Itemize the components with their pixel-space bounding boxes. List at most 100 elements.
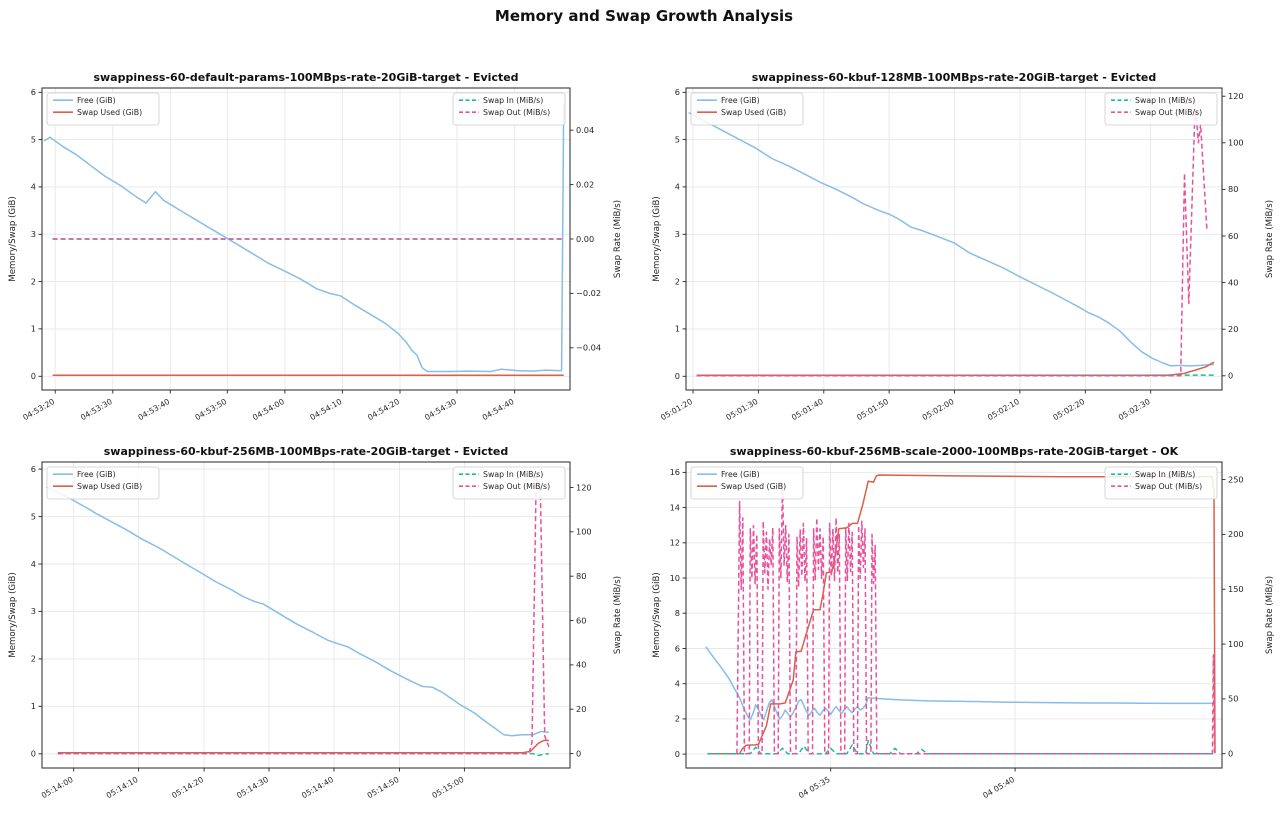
left-tick-label: 0 <box>675 371 680 381</box>
right-tick-label: 120 <box>1228 91 1244 101</box>
left-tick-label: 12 <box>670 538 680 548</box>
right-tick-label: 120 <box>576 482 592 492</box>
x-tick-label: 04 05:35 <box>797 775 832 800</box>
plot-border <box>685 461 1223 769</box>
series-free <box>705 646 1214 721</box>
x-tick-label: 05:02:20 <box>1051 397 1086 422</box>
right-tick-label: 0.02 <box>576 179 594 189</box>
left-tick-label: 2 <box>675 714 680 724</box>
right-tick-label: 0.00 <box>576 234 594 244</box>
left-tick-label: 4 <box>675 182 680 192</box>
left-tick-label: 6 <box>31 87 36 97</box>
right-tick-label: 0 <box>1228 749 1233 759</box>
right-tick-label: 60 <box>1228 231 1238 241</box>
left-axis-label: Memory/Swap (GiB) <box>652 572 662 657</box>
series-free <box>688 111 1215 367</box>
series-swap_out <box>736 483 1216 755</box>
left-tick-label: 8 <box>675 608 680 618</box>
x-tick-label: 04:54:30 <box>423 397 458 422</box>
legend-swap-rate: Swap In (MiB/s) Swap Out (MiB/s) <box>1104 466 1218 500</box>
x-tick-label: 05:14:50 <box>366 775 401 800</box>
legend-box <box>452 92 566 126</box>
legend-memory: Free (GiB) Swap Used (GiB) <box>690 92 804 126</box>
left-axis-label: Memory/Swap (GiB) <box>652 196 662 281</box>
left-tick-label: 1 <box>31 701 36 711</box>
subplot-title: swappiness-60-kbuf-128MB-100MBps-rate-20… <box>752 71 1156 84</box>
left-tick-label: 5 <box>31 134 36 144</box>
x-tick-label: 04:53:30 <box>79 397 114 422</box>
right-tick-label: −0.04 <box>576 343 601 353</box>
legend-label: Swap Used (GiB) <box>721 108 786 117</box>
legend-label: Swap Used (GiB) <box>77 108 142 117</box>
left-tick-label: 10 <box>670 573 680 583</box>
series-swap_out <box>696 102 1208 377</box>
right-tick-label: 20 <box>1228 324 1238 334</box>
left-tick-label: 0 <box>31 371 36 381</box>
legend-label: Swap In (MiB/s) <box>483 96 543 105</box>
x-tick-label: 05:15:00 <box>431 775 466 800</box>
legend-label: Free (GiB) <box>77 470 116 479</box>
plot-border <box>685 87 1223 391</box>
left-tick-label: 14 <box>670 502 680 512</box>
x-tick-label: 05:01:40 <box>790 397 825 422</box>
legend-label: Swap In (MiB/s) <box>1135 470 1195 479</box>
series-swap_used <box>696 361 1215 377</box>
left-tick-label: 2 <box>31 654 36 664</box>
legend-label: Swap Out (MiB/s) <box>1135 482 1202 491</box>
right-tick-label: 80 <box>1228 184 1238 194</box>
left-tick-label: 0 <box>31 749 36 759</box>
right-tick-label: 0 <box>1228 371 1233 381</box>
left-tick-label: 6 <box>31 464 36 474</box>
right-tick-label: 150 <box>1228 584 1244 594</box>
right-axis-label: Swap Rate (MiB/s) <box>613 576 623 654</box>
figure-title: Memory and Swap Growth Analysis <box>494 7 794 25</box>
x-tick-label: 05:01:50 <box>855 397 890 422</box>
right-tick-label: 100 <box>576 527 592 537</box>
left-tick-label: 2 <box>675 276 680 286</box>
right-tick-label: 0.04 <box>576 125 594 135</box>
plot-border <box>41 461 571 769</box>
legend-box <box>1104 466 1218 500</box>
legend-box <box>46 466 160 500</box>
x-tick-label: 05:14:20 <box>170 775 205 800</box>
left-tick-label: 3 <box>31 229 36 239</box>
legend-label: Swap In (MiB/s) <box>1135 96 1195 105</box>
legend-swap-rate: Swap In (MiB/s) Swap Out (MiB/s) <box>1104 92 1218 126</box>
legend-label: Free (GiB) <box>77 96 116 105</box>
left-tick-label: 3 <box>31 606 36 616</box>
subplot-1: 0 1 2 3 4 5 6 0.04 0.02 0.00 −0.02 −0.04 04:53:20 04:… <box>8 71 623 422</box>
left-tick-label: 1 <box>31 324 36 334</box>
legend-memory: Free (GiB) Swap Used (GiB) <box>46 466 160 500</box>
legend-box <box>690 92 804 126</box>
x-tick-label: 05:14:40 <box>300 775 335 800</box>
x-tick-label: 04:53:40 <box>136 397 171 422</box>
left-tick-label: 6 <box>675 643 680 653</box>
x-tick-label: 04:54:10 <box>309 397 344 422</box>
series-swap_out <box>57 475 550 755</box>
legend-memory: Free (GiB) Swap Used (GiB) <box>690 466 804 500</box>
x-tick-label: 05:14:00 <box>40 775 75 800</box>
legend-label: Free (GiB) <box>721 470 760 479</box>
x-tick-label: 05:01:30 <box>725 397 760 422</box>
x-tick-label: 04:54:00 <box>251 397 286 422</box>
right-tick-label: 40 <box>1228 277 1238 287</box>
right-axis-label: Swap Rate (MiB/s) <box>1265 576 1275 654</box>
legend-label: Swap Used (GiB) <box>721 482 786 491</box>
series-free <box>45 486 549 737</box>
right-tick-label: 200 <box>1228 529 1244 539</box>
legend-swap-rate: Swap In (MiB/s) Swap Out (MiB/s) <box>452 92 566 126</box>
legend-label: Swap Out (MiB/s) <box>483 108 550 117</box>
left-tick-label: 0 <box>675 749 680 759</box>
right-tick-label: 100 <box>1228 639 1244 649</box>
left-tick-label: 4 <box>31 559 36 569</box>
legend-swap-rate: Swap In (MiB/s) Swap Out (MiB/s) <box>452 466 566 500</box>
right-tick-label: 250 <box>1228 474 1244 484</box>
left-tick-label: 5 <box>675 134 680 144</box>
legend-label: Free (GiB) <box>721 96 760 105</box>
right-tick-label: 40 <box>576 660 586 670</box>
legend-box <box>452 466 566 500</box>
legend-box <box>690 466 804 500</box>
subplot-title: swappiness-60-default-params-100MBps-rat… <box>93 71 518 84</box>
